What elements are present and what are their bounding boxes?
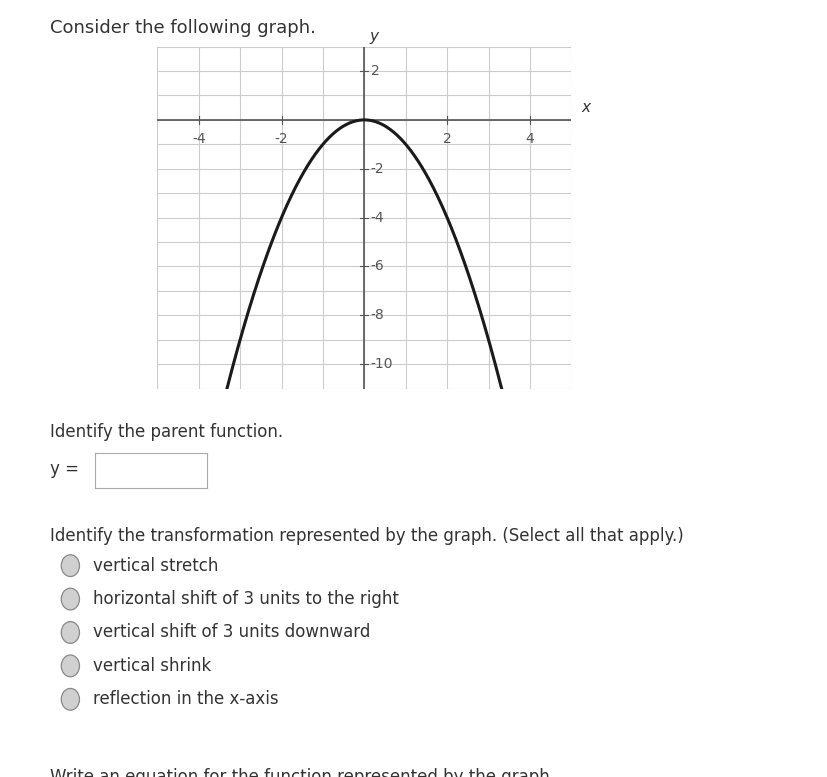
Text: -4: -4: [370, 211, 384, 225]
Text: Write an equation for the function represented by the graph.: Write an equation for the function repre…: [50, 768, 554, 777]
Text: reflection in the x-axis: reflection in the x-axis: [93, 690, 278, 709]
Text: Identify the transformation represented by the graph. (Select all that apply.): Identify the transformation represented …: [50, 527, 682, 545]
Text: y =: y =: [50, 459, 79, 478]
Text: -10: -10: [370, 357, 393, 371]
Text: Consider the following graph.: Consider the following graph.: [50, 19, 315, 37]
Text: 2: 2: [370, 64, 379, 78]
Text: 2: 2: [442, 132, 451, 146]
Text: vertical stretch: vertical stretch: [93, 556, 218, 575]
Text: vertical shift of 3 units downward: vertical shift of 3 units downward: [93, 623, 370, 642]
Text: 4: 4: [525, 132, 533, 146]
Text: vertical shrink: vertical shrink: [93, 657, 211, 675]
Text: -4: -4: [192, 132, 205, 146]
Text: -2: -2: [370, 162, 384, 176]
Text: horizontal shift of 3 units to the right: horizontal shift of 3 units to the right: [93, 590, 398, 608]
Text: x: x: [581, 100, 590, 115]
Text: -2: -2: [275, 132, 288, 146]
Text: y: y: [369, 30, 378, 44]
Text: -6: -6: [370, 260, 384, 274]
Text: -8: -8: [370, 308, 384, 322]
Text: Identify the parent function.: Identify the parent function.: [50, 423, 283, 441]
